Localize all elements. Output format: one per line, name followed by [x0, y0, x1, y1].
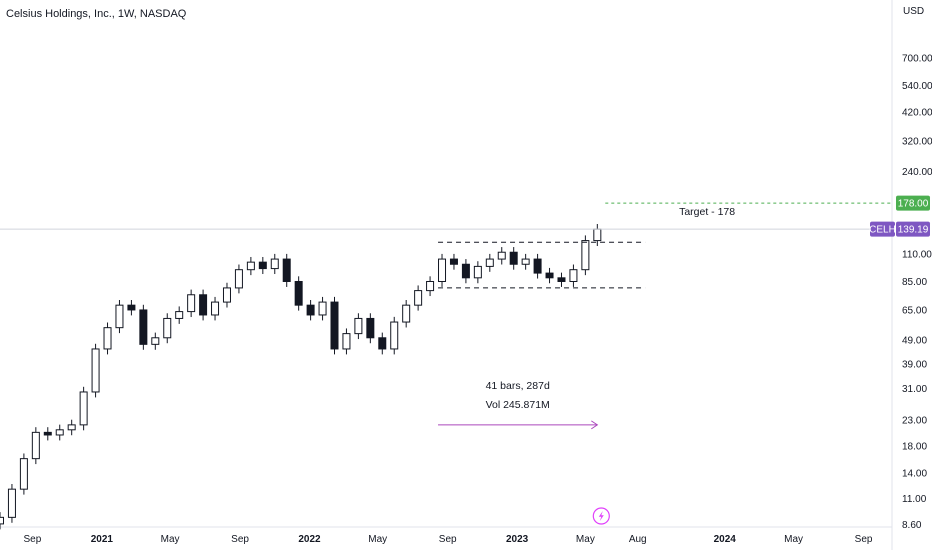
measure-bars-text: 41 bars, 287d: [486, 380, 550, 392]
candle-body[interactable]: [426, 280, 435, 292]
x-tick-label: Sep: [24, 534, 42, 545]
candle-body[interactable]: [402, 304, 411, 323]
price-tags: 178.00 CELH 139.19: [869, 195, 930, 237]
candle-body[interactable]: [139, 309, 148, 345]
candle-body[interactable]: [175, 311, 184, 319]
candle-body[interactable]: [390, 321, 399, 350]
candle-body[interactable]: [533, 258, 542, 274]
x-tick-label: May: [784, 534, 803, 545]
y-tick-label: 320.00: [902, 136, 932, 147]
x-tick-label: Sep: [855, 534, 873, 545]
y-tick-label: 540.00: [902, 81, 932, 92]
y-tick-label: 23.00: [902, 416, 927, 427]
candle-body[interactable]: [31, 431, 40, 460]
symbol-tag: [870, 221, 895, 237]
chart-title: Celsius Holdings, Inc., 1W, NASDAQ: [6, 8, 187, 20]
y-tick-label: 11.00: [902, 494, 927, 505]
candle-body[interactable]: [485, 258, 494, 267]
y-tick-label: 420.00: [902, 108, 932, 119]
candle-body[interactable]: [473, 265, 482, 279]
lightning-icon: [598, 511, 604, 521]
candle-body[interactable]: [438, 258, 447, 282]
y-tick-label: 49.00: [902, 335, 927, 346]
price-series[interactable]: [0, 224, 602, 530]
candle-body[interactable]: [461, 263, 470, 279]
candle-body[interactable]: [449, 258, 458, 265]
candle-body[interactable]: [366, 317, 375, 339]
y-tick-label: 14.00: [902, 468, 927, 479]
y-tick-label: 18.00: [902, 442, 927, 453]
candle-body[interactable]: [163, 317, 172, 339]
last-price-tag: [896, 221, 930, 237]
y-tick-label: 240.00: [902, 167, 932, 178]
target-price-tag-text: 178.00: [898, 199, 929, 210]
y-axis[interactable]: 700.00 540.00 420.00 320.00 240.00 110.00 85.0…: [902, 53, 932, 531]
candle-body[interactable]: [7, 488, 16, 518]
candle-body[interactable]: [330, 301, 339, 350]
candle-body[interactable]: [222, 287, 231, 303]
candle-body[interactable]: [294, 280, 303, 306]
candle-body[interactable]: [234, 269, 243, 289]
x-tick-label: Aug: [629, 534, 647, 545]
candle-body[interactable]: [103, 327, 112, 350]
x-tick-label: 2022: [298, 534, 321, 545]
candle-body[interactable]: [19, 458, 28, 490]
y-tick-label: 8.60: [902, 520, 922, 531]
candle-body[interactable]: [43, 431, 52, 436]
target-label: Target - 178: [679, 206, 735, 218]
candle-body[interactable]: [55, 429, 64, 436]
candle-body[interactable]: [115, 304, 124, 329]
y-tick-label: 31.00: [902, 384, 927, 395]
candle-body[interactable]: [79, 391, 88, 426]
candle-body[interactable]: [569, 269, 578, 282]
candle-body[interactable]: [211, 301, 220, 316]
y-tick-label: 65.00: [902, 305, 927, 316]
candle-body[interactable]: [521, 258, 530, 265]
candle-body[interactable]: [414, 290, 423, 306]
candle-body[interactable]: [246, 261, 255, 271]
x-tick-label: Sep: [231, 534, 249, 545]
candle-body[interactable]: [509, 251, 518, 265]
y-tick-label: 700.00: [902, 53, 932, 64]
x-tick-label: May: [576, 534, 595, 545]
symbol-tag-text: CELH: [869, 225, 896, 236]
candle-body[interactable]: [545, 272, 554, 279]
candle-body[interactable]: [127, 304, 136, 311]
candle-body[interactable]: [258, 261, 267, 270]
candle-body[interactable]: [67, 424, 76, 431]
candle-body[interactable]: [581, 240, 590, 271]
candle-body[interactable]: [91, 348, 100, 393]
candle-body[interactable]: [282, 258, 291, 282]
candle-body[interactable]: [187, 294, 196, 313]
x-tick-label: 2021: [91, 534, 114, 545]
candle-body[interactable]: [0, 516, 4, 525]
measure-arrowhead-icon: [591, 420, 599, 430]
candle-body[interactable]: [270, 258, 279, 270]
candle-body[interactable]: [593, 228, 602, 242]
x-tick-label: Sep: [439, 534, 457, 545]
x-tick-label: 2023: [506, 534, 529, 545]
x-tick-label: May: [368, 534, 387, 545]
candle-body[interactable]: [378, 337, 387, 350]
y-tick-label: 85.00: [902, 277, 927, 288]
candle-body[interactable]: [342, 333, 351, 350]
last-price-tag-text: 139.19: [898, 225, 929, 236]
x-tick-label: 2024: [714, 534, 737, 545]
measure-volume-text: Vol 245.871M: [486, 399, 550, 411]
candle-body[interactable]: [199, 294, 208, 316]
candle-body[interactable]: [306, 304, 315, 316]
candle-body[interactable]: [318, 301, 327, 316]
candle-body[interactable]: [151, 337, 160, 345]
y-tick-label: 110.00: [902, 250, 932, 261]
target-price-tag: [896, 195, 930, 211]
annotations[interactable]: Target - 178 41 bars, 287d Vol 245.871M: [0, 202, 892, 525]
x-axis[interactable]: Sep 2021 May Sep 2022 May Sep 2023 May Aug 2024 May…: [24, 534, 873, 545]
x-tick-label: May: [161, 534, 180, 545]
candle-body[interactable]: [497, 251, 506, 260]
currency-label: USD: [903, 6, 924, 17]
candle-body[interactable]: [354, 317, 363, 335]
y-tick-label: 39.00: [902, 360, 927, 371]
candle-body[interactable]: [557, 277, 566, 282]
